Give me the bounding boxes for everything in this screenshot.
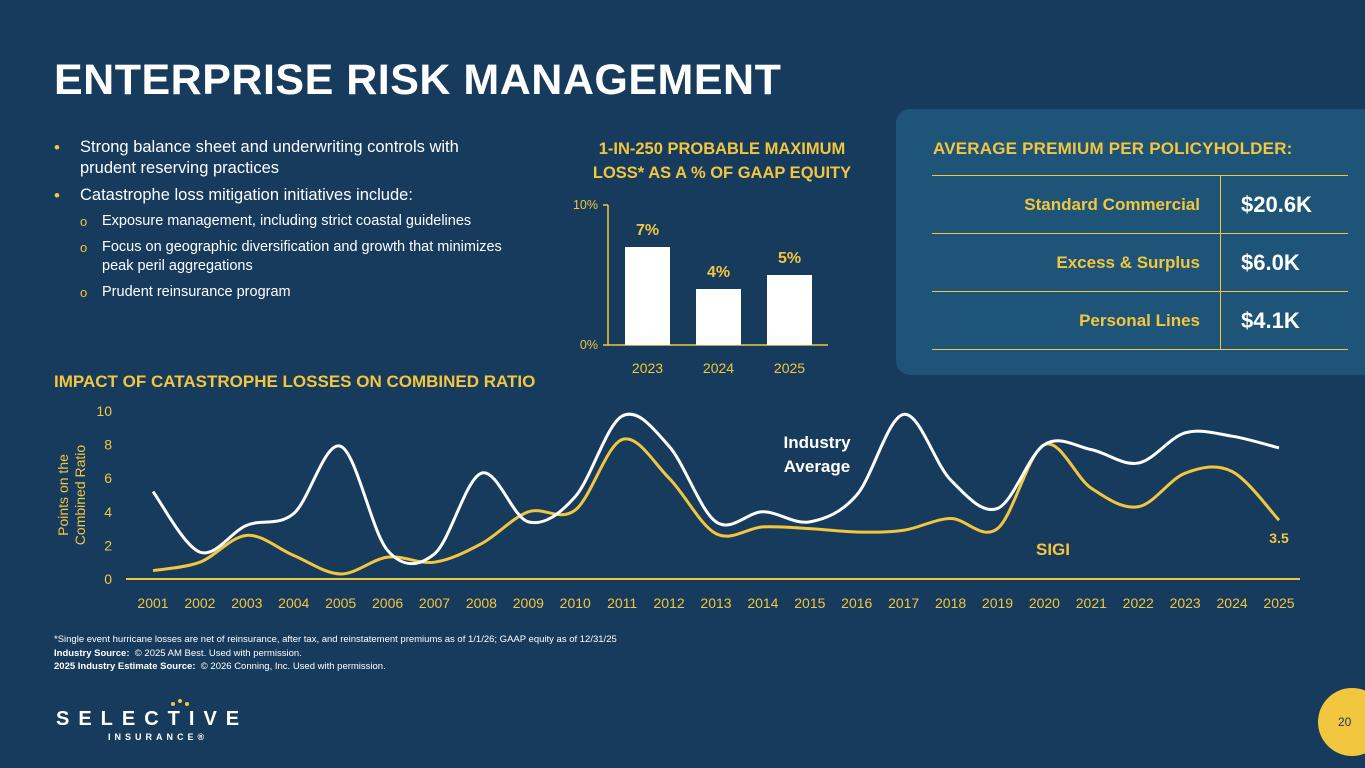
premium-row-value: $4.1K (1220, 291, 1348, 350)
premium-row-excess-surplus: Excess & Surplus $6.0K (932, 233, 1348, 292)
sigi-series-label: SIGI (1036, 540, 1070, 559)
selective-logo: SELECTIVE INSURANCE® (56, 699, 249, 742)
footnote-pml: *Single event hurricane losses are net o… (54, 634, 617, 645)
bar-x-tick-label: 2023 (632, 360, 663, 376)
footnote-text: © 2025 AM Best. Used with permission. (134, 647, 302, 659)
line-y-tick-label: 8 (104, 437, 112, 453)
pml-title-line1: 1-IN-250 PROBABLE MAXIMUM (598, 140, 846, 158)
line-y-tick-label: 0 (104, 571, 112, 587)
premium-title: AVERAGE PREMIUM PER POLICYHOLDER: (933, 139, 1293, 158)
sigi-series-line (152, 437, 1281, 576)
line-x-tick-label: 2021 (1076, 595, 1107, 611)
line-y-axis-label-line1: Points on the (55, 454, 71, 536)
page-number-badge: 20 (1318, 688, 1365, 756)
bar (625, 247, 670, 345)
bar (767, 275, 812, 345)
premium-row-value: $20.6K (1220, 175, 1348, 234)
bar-data-label: 7% (636, 222, 659, 239)
line-x-tick-label: 2018 (935, 595, 966, 611)
line-x-tick-label: 2004 (278, 595, 309, 611)
line-x-tick-label: 2009 (513, 595, 544, 611)
line-x-tick-label: 2001 (137, 595, 168, 611)
line-y-axis-label: Points on theCombined Ratio (55, 445, 88, 546)
bar-y-tick-label: 0% (580, 338, 598, 352)
line-x-tick-label: 2002 (184, 595, 215, 611)
sub-bullet-reinsurance: Prudent reinsurance program (54, 283, 514, 302)
pml-chart-title: 1-IN-250 PROBABLE MAXIMUM LOSS* AS A % O… (557, 137, 887, 185)
bullet-balance-sheet: Strong balance sheet and underwriting co… (54, 137, 514, 179)
cat-line-chart: 0 2 4 6 8 10 2001 2002 2003 2004 2005 2006 2007 2008 2… (55, 403, 1300, 611)
line-x-tick-label: 2024 (1217, 595, 1248, 611)
footnote-label: 2025 Industry Estimate Source: (54, 661, 196, 672)
pml-bar-chart: 0% 10% 7% 2023 4% 2024 5% 2025 (573, 198, 828, 376)
logo-subtext: INSURANCE® (108, 732, 209, 742)
line-x-tick-label: 2008 (466, 595, 497, 611)
sigi-end-value-label: 3.5 (1269, 530, 1289, 546)
line-y-tick-label: 2 (104, 537, 112, 553)
industry-series-line (151, 412, 1280, 566)
bullet-catastrophe-mitigation: Catastrophe loss mitigation initiatives … (54, 185, 514, 206)
line-y-tick-label: 4 (104, 504, 112, 520)
line-y-axis-label-line2: Combined Ratio (72, 445, 88, 546)
premium-row-value: $6.0K (1220, 233, 1348, 292)
premium-row-personal-lines: Personal Lines $4.1K (932, 291, 1348, 350)
sub-bullet-diversification: Focus on geographic diversification and … (54, 238, 514, 276)
page-number: 20 (1338, 715, 1352, 729)
line-x-tick-label: 2023 (1170, 595, 1201, 611)
line-y-tick-label: 10 (96, 403, 112, 419)
industry-label-line2: Average (784, 457, 850, 476)
premium-row-standard-commercial: Standard Commercial $20.6K (932, 175, 1348, 234)
logo-dots-icon (168, 699, 198, 711)
line-x-tick-label: 2017 (888, 595, 919, 611)
footnotes: *Single event hurricane losses are net o… (54, 633, 617, 674)
industry-label-line1: Industry (783, 433, 851, 452)
sub-bullet-exposure: Exposure management, including strict co… (54, 212, 514, 231)
bar-y-tick-label: 10% (573, 198, 598, 212)
line-x-tick-label: 2014 (747, 595, 778, 611)
premium-row-label: Standard Commercial (932, 175, 1221, 234)
bar-data-label: 4% (707, 264, 730, 281)
bar-x-tick-label: 2024 (703, 360, 734, 376)
premium-table: Standard Commercial $20.6K Excess & Surp… (932, 175, 1348, 350)
line-x-tick-label: 2022 (1123, 595, 1154, 611)
premium-row-label: Excess & Surplus (932, 233, 1221, 292)
footnote-industry-source: Industry Source: © 2025 AM Best. Used wi… (54, 647, 617, 661)
line-x-tick-label: 2006 (372, 595, 403, 611)
line-x-tick-label: 2012 (654, 595, 685, 611)
line-x-tick-label: 2003 (231, 595, 262, 611)
cat-chart-title: IMPACT OF CATASTROPHE LOSSES ON COMBINED… (54, 372, 536, 391)
line-x-tick-label: 2019 (982, 595, 1013, 611)
pml-title-line2: LOSS* AS A % OF GAAP EQUITY (592, 164, 852, 182)
line-x-tick-label: 2015 (794, 595, 825, 611)
logo-wordmark: SELECTIVE (56, 708, 249, 730)
line-y-tick-label: 6 (104, 470, 112, 486)
bullet-list: Strong balance sheet and underwriting co… (54, 137, 514, 309)
line-x-tick-label: 2016 (841, 595, 872, 611)
bar-data-label: 5% (778, 250, 801, 267)
line-x-tick-label: 2011 (607, 595, 637, 611)
page-title: ENTERPRISE RISK MANAGEMENT (54, 56, 782, 104)
line-x-tick-label: 2005 (325, 595, 356, 611)
line-x-tick-label: 2007 (419, 595, 450, 611)
bar (696, 289, 741, 345)
line-x-tick-label: 2025 (1263, 595, 1294, 611)
industry-series-label: Industry Average (783, 433, 851, 476)
footnote-label: Industry Source: (54, 647, 130, 659)
line-x-tick-label: 2020 (1029, 595, 1060, 611)
line-x-tick-label: 2013 (700, 595, 731, 611)
line-x-tick-label: 2010 (560, 595, 591, 611)
footnote-estimate-source: 2025 Industry Estimate Source: © 2026 Co… (54, 660, 617, 674)
premium-row-label: Personal Lines (932, 291, 1221, 350)
bar-x-tick-label: 2025 (774, 360, 805, 376)
footnote-text: © 2026 Conning, Inc. Used with permissio… (200, 661, 386, 672)
